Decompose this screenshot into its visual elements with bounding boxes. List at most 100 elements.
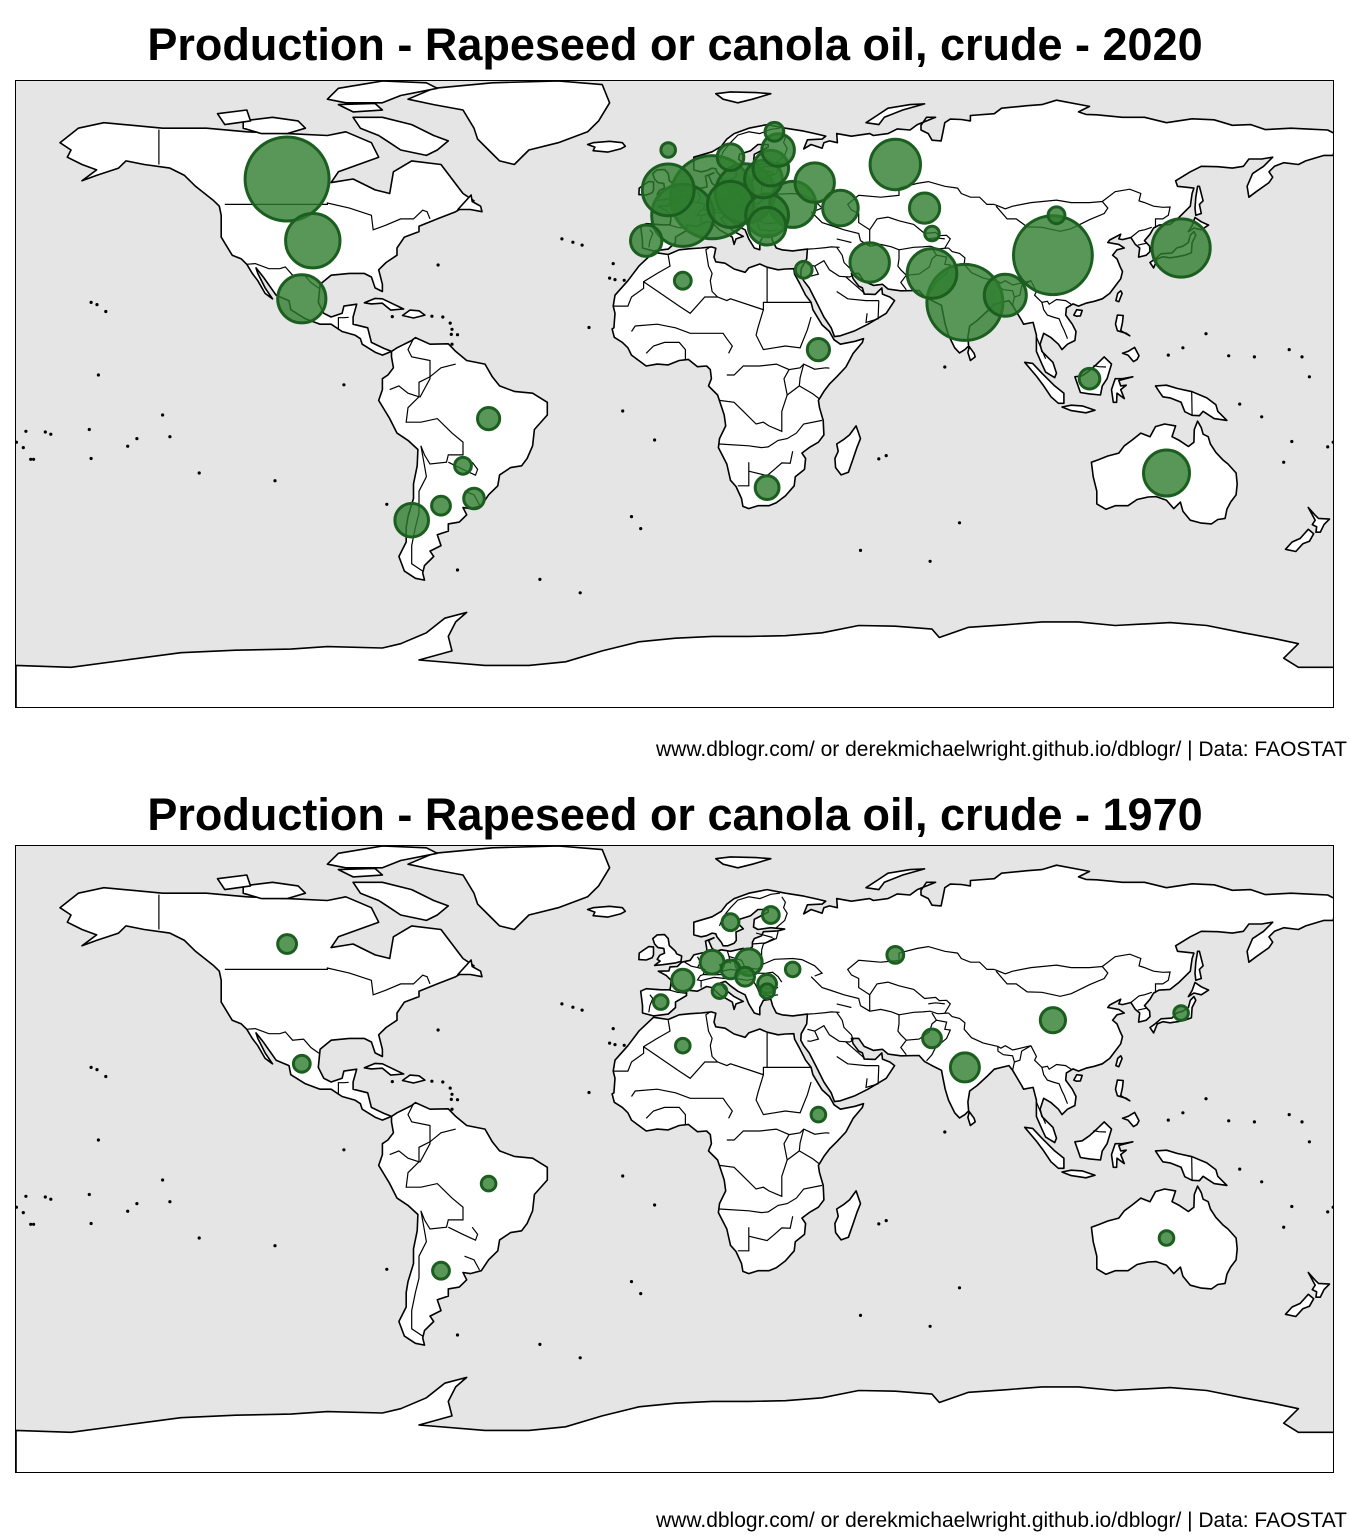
- land-mindanao: [1121, 1111, 1140, 1128]
- country-border: [807, 1030, 820, 1042]
- land-banks: [216, 874, 252, 891]
- map-caption: www.dblogr.com/ or derekmichaelwright.gi…: [656, 1509, 1347, 1532]
- map-frame: [15, 80, 1334, 708]
- land-svalbard: [714, 91, 772, 104]
- land-novaya-zemlya: [865, 868, 926, 891]
- country-border: [845, 276, 866, 294]
- small-island: [1252, 1120, 1256, 1124]
- country-border: [405, 363, 464, 465]
- land-madagascar: [834, 425, 862, 476]
- small-island: [342, 1148, 346, 1152]
- production-bubble: [805, 337, 832, 363]
- small-island: [29, 457, 33, 461]
- small-island: [449, 332, 453, 336]
- small-island: [560, 1002, 564, 1006]
- small-island: [587, 1090, 591, 1095]
- small-island: [538, 1342, 542, 1346]
- small-island: [858, 548, 863, 552]
- production-bubble: [720, 912, 741, 933]
- production-bubble: [948, 1051, 981, 1084]
- land-novaya-zemlya: [865, 103, 926, 126]
- production-bubble: [868, 137, 922, 192]
- land-greenland: [407, 846, 611, 931]
- small-island: [578, 1356, 582, 1360]
- country-border: [836, 238, 852, 244]
- country-border: [761, 931, 779, 951]
- country-border: [389, 385, 420, 398]
- small-island: [87, 427, 91, 432]
- small-island: [197, 1236, 201, 1240]
- small-island: [449, 1097, 453, 1101]
- small-island: [448, 1086, 452, 1090]
- country-border: [1030, 280, 1072, 306]
- production-bubble: [982, 272, 1028, 318]
- small-island: [29, 1222, 33, 1226]
- production-bubble: [1172, 1004, 1190, 1022]
- country-border: [1130, 991, 1152, 1003]
- country-border: [337, 1081, 349, 1095]
- world-map: [16, 81, 1333, 707]
- small-island: [455, 568, 460, 572]
- small-island: [441, 1080, 445, 1084]
- small-island: [455, 1098, 460, 1102]
- land-greenland: [407, 81, 611, 166]
- small-island: [571, 1005, 575, 1009]
- production-bubble: [659, 141, 678, 159]
- small-island: [1181, 346, 1185, 350]
- land-madagascar: [834, 1190, 862, 1241]
- small-island: [1290, 439, 1294, 444]
- small-island: [89, 1065, 93, 1069]
- country-border: [705, 246, 719, 298]
- production-bubble: [291, 1053, 312, 1074]
- country-border: [836, 291, 879, 302]
- production-bubble: [783, 960, 802, 979]
- land-hainan: [1073, 1073, 1083, 1082]
- country-border: [645, 341, 687, 360]
- small-island: [587, 325, 591, 330]
- country-border: [631, 323, 734, 354]
- land-cuba: [363, 297, 405, 311]
- production-bubble: [674, 1036, 692, 1055]
- small-island: [436, 1028, 440, 1032]
- country-border: [1035, 1101, 1047, 1124]
- land-newfoundland: [457, 194, 483, 213]
- country-border: [786, 363, 805, 396]
- country-border: [1137, 242, 1147, 246]
- small-island: [385, 502, 389, 506]
- country-border: [448, 1226, 479, 1242]
- country-border: [246, 1027, 320, 1054]
- land-iceland: [586, 905, 627, 918]
- small-island: [89, 456, 93, 461]
- small-island: [21, 1211, 25, 1215]
- small-island: [1260, 1180, 1264, 1184]
- small-island: [580, 1008, 584, 1012]
- country-border: [705, 1011, 719, 1063]
- land-sulawesi: [1110, 1140, 1134, 1169]
- land-baffin: [352, 116, 450, 157]
- small-island: [629, 515, 634, 519]
- small-island: [621, 1174, 625, 1178]
- country-border: [898, 1010, 949, 1016]
- country-border: [719, 369, 790, 433]
- land-sri-lanka: [967, 1110, 977, 1127]
- small-island: [884, 1219, 888, 1223]
- land-victoria: [242, 116, 307, 135]
- small-island: [1252, 355, 1256, 359]
- small-island: [1326, 1210, 1330, 1214]
- land-uk: [651, 933, 683, 967]
- country-border: [869, 981, 952, 1014]
- production-bubble: [1038, 1006, 1068, 1035]
- country-border: [755, 1074, 812, 1116]
- small-island: [24, 1194, 28, 1198]
- production-bubble: [921, 1027, 943, 1050]
- land-luzon: [1114, 314, 1131, 337]
- small-island: [104, 1074, 108, 1079]
- small-island: [622, 1043, 626, 1047]
- country-border: [763, 957, 824, 977]
- country-border: [643, 267, 768, 315]
- country-border: [1130, 226, 1152, 238]
- land-eurasia: [639, 864, 1333, 1144]
- production-bubble: [821, 188, 860, 228]
- country-border: [836, 1003, 852, 1009]
- small-island: [653, 1203, 657, 1207]
